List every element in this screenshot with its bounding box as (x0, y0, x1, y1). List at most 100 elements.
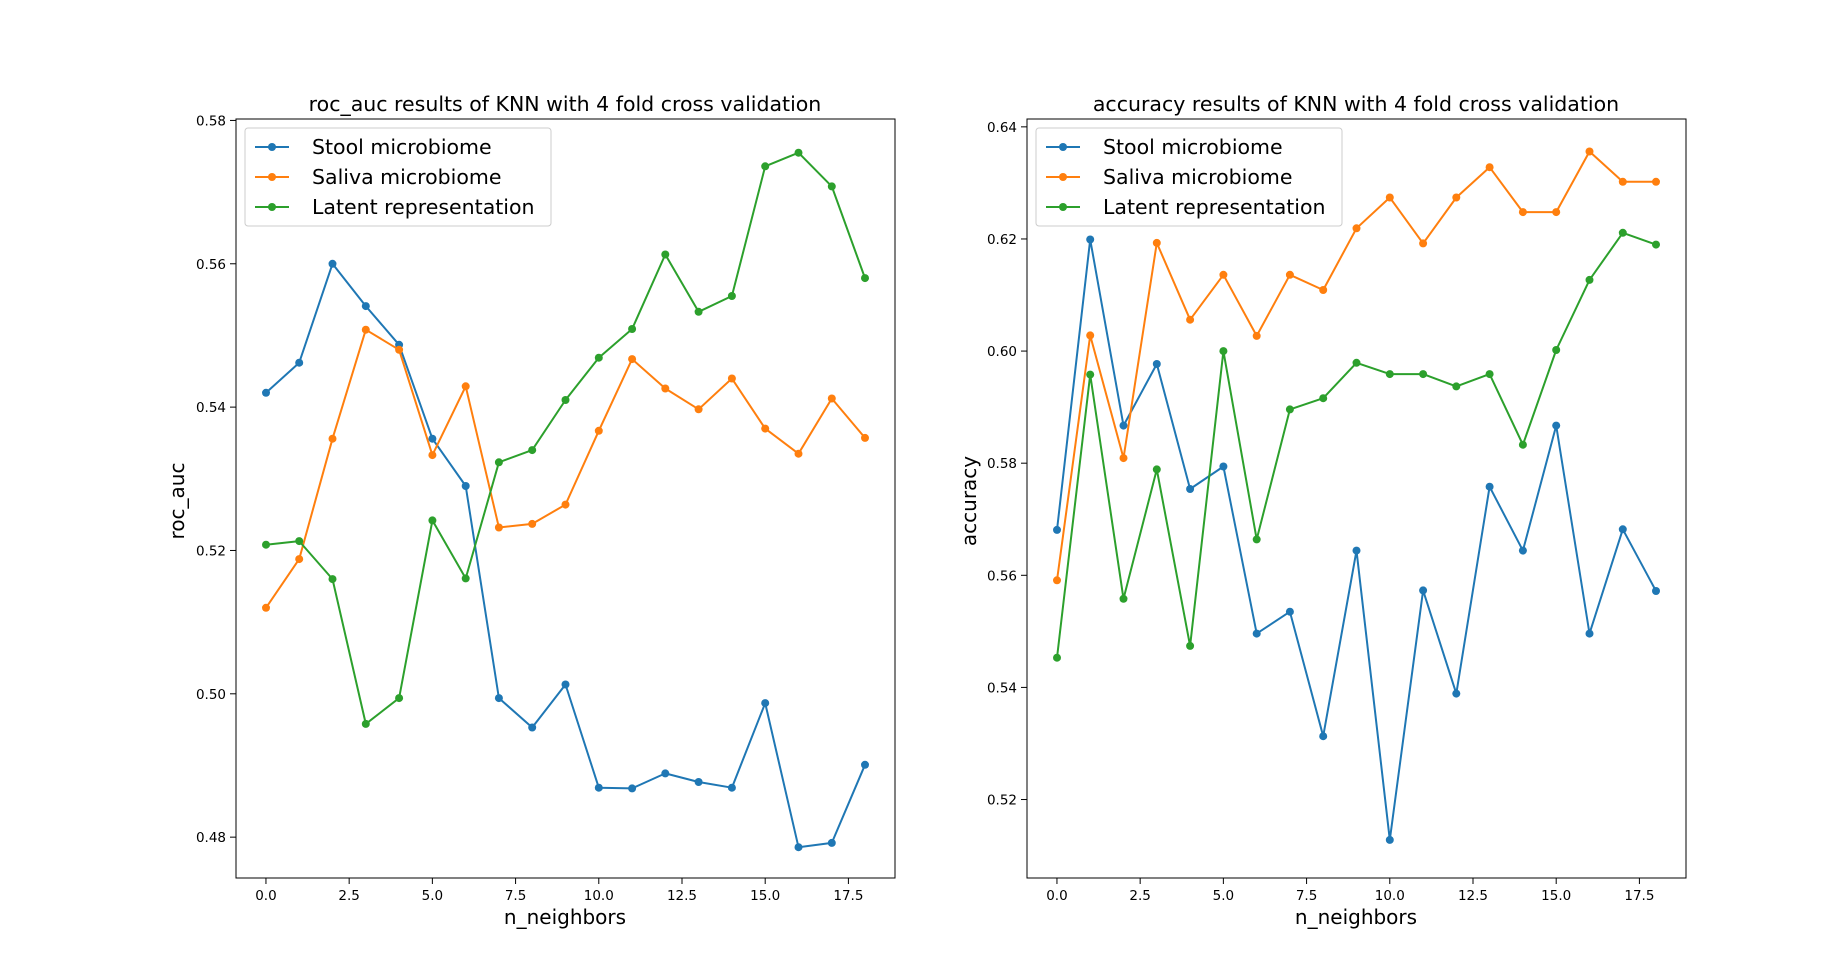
x-tick-label: 15.0 (1541, 888, 1571, 904)
y-axis-label: accuracy (957, 456, 981, 546)
x-tick-label: 5.0 (1213, 888, 1234, 904)
legend-entry-latent: Latent representation (1046, 195, 1326, 219)
data-point-stool-microbiome (628, 784, 637, 793)
data-point-latent-representation (295, 537, 304, 546)
y-tick-label: 0.62 (987, 232, 1017, 248)
y-tick-label: 0.56 (987, 568, 1017, 584)
data-point-latent-representation (1086, 370, 1095, 379)
legend-label-saliva: Saliva microbiome (1103, 165, 1292, 189)
data-point-stool-microbiome (827, 838, 836, 847)
data-point-saliva-microbiome (1119, 454, 1128, 463)
data-point-latent-representation (1319, 394, 1328, 403)
y-tick-label: 0.50 (196, 687, 226, 703)
y-tick-label: 0.58 (196, 113, 226, 129)
data-point-stool-microbiome (428, 434, 437, 443)
data-point-saliva-microbiome (1485, 163, 1494, 172)
data-point-saliva-microbiome (1152, 238, 1161, 247)
data-point-stool-microbiome (594, 783, 603, 792)
x-tick-label: 7.5 (505, 888, 526, 904)
legend-marker-latent (268, 203, 276, 211)
data-point-saliva-microbiome (827, 394, 836, 403)
data-point-stool-microbiome (861, 760, 869, 769)
data-point-saliva-microbiome (794, 449, 803, 458)
data-point-saliva-microbiome (694, 405, 703, 414)
data-point-stool-microbiome (328, 259, 337, 268)
data-point-stool-microbiome (1385, 835, 1394, 844)
legend: Stool microbiome Saliva microbiome Laten… (1035, 127, 1343, 227)
data-point-latent-representation (1552, 346, 1561, 354)
x-tick-label: 2.5 (338, 888, 359, 904)
data-point-saliva-microbiome (1352, 224, 1361, 233)
x-tick-label: 12.5 (667, 888, 697, 904)
legend-label-stool: Stool microbiome (1103, 135, 1283, 159)
data-point-latent-representation (694, 307, 703, 316)
data-point-saliva-microbiome (395, 345, 404, 354)
data-point-latent-representation (494, 458, 503, 467)
data-point-latent-representation (1385, 370, 1394, 379)
data-point-latent-representation (594, 353, 603, 362)
legend-entry-stool: Stool microbiome (1046, 135, 1283, 159)
data-point-stool-microbiome (361, 302, 370, 311)
data-point-saliva-microbiome (727, 374, 736, 383)
data-point-stool-microbiome (1452, 689, 1461, 698)
legend-box (244, 127, 552, 227)
data-point-stool-microbiome (262, 388, 270, 397)
data-point-latent-representation (1285, 405, 1294, 414)
data-point-latent-representation (1252, 535, 1261, 544)
data-point-latent-representation (761, 162, 770, 171)
chart-title: roc_auc results of KNN with 4 fold cross… (309, 92, 822, 117)
plot-area (1053, 147, 1660, 844)
data-point-stool-microbiome (1585, 629, 1594, 638)
data-point-saliva-microbiome (1652, 177, 1660, 186)
data-point-latent-representation (827, 182, 836, 191)
data-point-latent-representation (1618, 228, 1627, 237)
legend-entry-saliva: Saliva microbiome (1046, 165, 1292, 189)
x-tick-label: 2.5 (1129, 888, 1150, 904)
data-point-stool-microbiome (295, 358, 304, 367)
x-tick-label: 17.5 (1624, 888, 1654, 904)
data-point-saliva-microbiome (1618, 177, 1627, 186)
x-tick-label: 5.0 (422, 888, 443, 904)
x-axis-label: n_neighbors (504, 905, 626, 929)
data-point-stool-microbiome (461, 482, 470, 490)
y-axis-label: roc_auc (165, 463, 189, 540)
legend-label-stool: Stool microbiome (312, 135, 492, 159)
roc-auc-chart: roc_auc results of KNN with 4 fold cross… (165, 92, 896, 929)
legend-marker-stool (1059, 143, 1067, 151)
legend-marker-saliva (268, 173, 276, 181)
data-point-stool-microbiome (1086, 235, 1095, 244)
data-point-stool-microbiome (1485, 482, 1494, 491)
data-point-stool-microbiome (1652, 587, 1660, 595)
accuracy-chart: accuracy results of KNN with 4 fold cros… (957, 92, 1687, 929)
y-tick-label: 0.54 (987, 680, 1017, 696)
data-point-saliva-microbiome (1552, 208, 1561, 217)
data-point-latent-representation (528, 446, 537, 455)
x-tick-label: 15.0 (750, 888, 780, 904)
data-point-saliva-microbiome (1319, 286, 1328, 294)
data-point-stool-microbiome (1186, 485, 1195, 493)
data-point-latent-representation (661, 250, 670, 259)
legend-marker-saliva (1059, 173, 1067, 181)
data-point-stool-microbiome (694, 778, 703, 786)
data-point-saliva-microbiome (1053, 576, 1061, 585)
legend-label-latent: Latent representation (312, 195, 535, 219)
data-point-saliva-microbiome (494, 523, 503, 532)
data-point-saliva-microbiome (661, 384, 670, 393)
data-point-latent-representation (328, 575, 337, 584)
data-point-latent-representation (1485, 370, 1494, 379)
x-tick-label: 12.5 (1458, 888, 1488, 904)
data-point-latent-representation (1219, 347, 1228, 356)
data-point-saliva-microbiome (1452, 193, 1461, 202)
legend-marker-stool (268, 143, 276, 151)
data-point-saliva-microbiome (1385, 193, 1394, 202)
legend-marker-latent (1059, 203, 1067, 211)
data-point-latent-representation (1119, 594, 1128, 603)
data-point-saliva-microbiome (428, 451, 437, 460)
data-point-saliva-microbiome (262, 603, 270, 612)
data-point-saliva-microbiome (328, 434, 337, 443)
y-tick-label: 0.52 (196, 543, 226, 559)
data-point-stool-microbiome (1419, 586, 1428, 595)
data-point-stool-microbiome (1119, 421, 1128, 430)
x-tick-label: 0.0 (1046, 888, 1067, 904)
